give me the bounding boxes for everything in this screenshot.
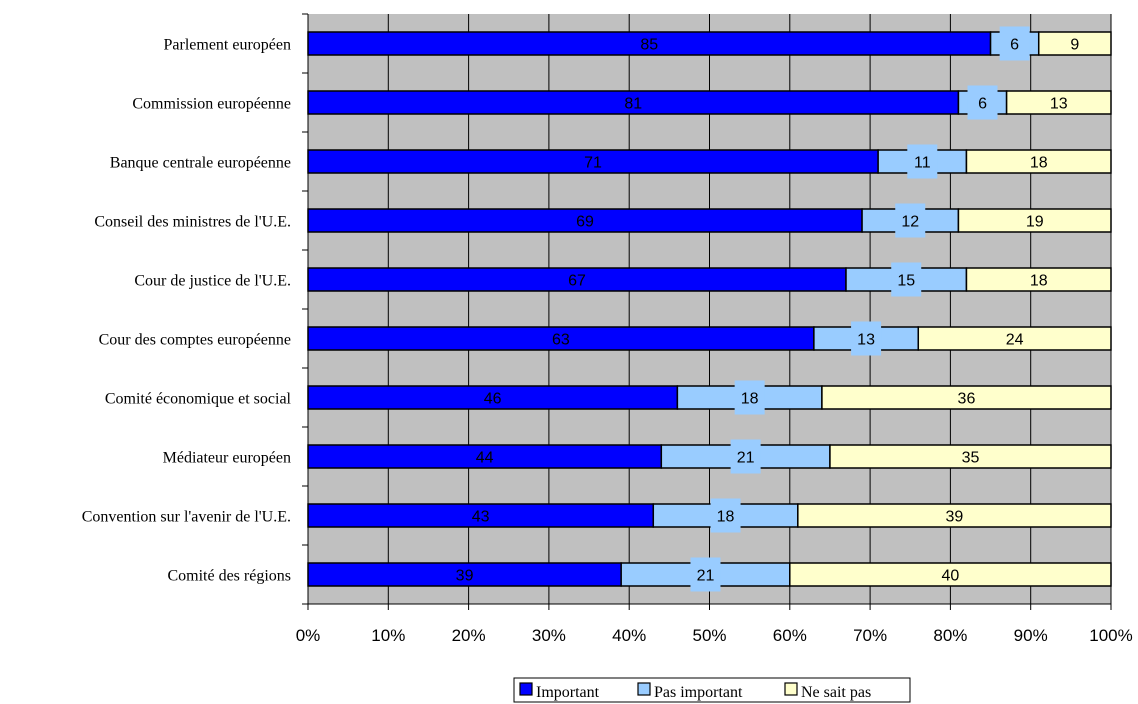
x-tick-label: 40% xyxy=(612,626,646,645)
data-label: 21 xyxy=(737,450,755,467)
data-label: 71 xyxy=(584,155,602,172)
axes xyxy=(302,13,1112,610)
data-label: 85 xyxy=(640,37,658,54)
data-label-box xyxy=(895,203,926,238)
category-label: Médiateur européen xyxy=(163,450,291,467)
data-label: 67 xyxy=(568,273,586,290)
data-label: 69 xyxy=(576,214,594,231)
data-label: 40 xyxy=(942,568,960,585)
data-label: 44 xyxy=(476,450,494,467)
data-label: 18 xyxy=(717,509,735,526)
data-label: 18 xyxy=(1030,155,1048,172)
data-label: 11 xyxy=(914,155,931,172)
legend-label: Important xyxy=(536,684,600,701)
category-label: Convention sur l'avenir de l'U.E. xyxy=(82,509,291,526)
legend-swatch xyxy=(637,682,651,696)
data-label: 12 xyxy=(901,214,919,231)
data-label-box xyxy=(710,498,741,533)
category-label: Comité des régions xyxy=(167,568,291,585)
bar xyxy=(829,444,1112,469)
data-label: 35 xyxy=(962,450,980,467)
legend: Important Pas important Ne sait pas xyxy=(513,677,911,703)
bar-series xyxy=(307,31,1112,587)
data-label: 24 xyxy=(1006,332,1024,349)
data-label: 81 xyxy=(624,96,642,113)
data-label-box xyxy=(999,26,1030,61)
data-label: 39 xyxy=(946,509,964,526)
bar xyxy=(1037,31,1112,56)
data-label: 6 xyxy=(978,96,987,113)
x-tick-label: 50% xyxy=(692,626,726,645)
category-label: Banque centrale européenne xyxy=(110,155,291,172)
legend-label: Ne sait pas xyxy=(801,684,871,701)
x-tick-label: 30% xyxy=(532,626,566,645)
x-tick-label: 60% xyxy=(773,626,807,645)
data-label: 36 xyxy=(958,391,976,408)
data-label: 18 xyxy=(1030,273,1048,290)
bar xyxy=(965,267,1112,292)
data-label: 46 xyxy=(484,391,502,408)
data-label-box xyxy=(730,439,761,474)
category-label: Cour de justice de l'U.E. xyxy=(134,273,291,290)
legend-swatch xyxy=(519,682,533,696)
x-tick-label: 80% xyxy=(933,626,967,645)
data-label-box xyxy=(967,85,998,120)
x-tick-label: 0% xyxy=(296,626,321,645)
data-label: 19 xyxy=(1026,214,1044,231)
bar xyxy=(797,503,1112,528)
x-tick-label: 90% xyxy=(1014,626,1048,645)
category-label: Cour des comptes européenne xyxy=(99,332,291,349)
x-tick-label: 10% xyxy=(371,626,405,645)
category-label: Parlement européen xyxy=(164,37,292,54)
x-tick-label: 20% xyxy=(452,626,486,645)
data-label-box xyxy=(851,321,882,356)
data-label: 18 xyxy=(741,391,759,408)
bar xyxy=(957,208,1112,233)
bar xyxy=(1005,90,1112,115)
data-label-box xyxy=(690,557,721,592)
data-label: 21 xyxy=(697,568,715,585)
bar xyxy=(821,385,1112,410)
x-tick-label: 70% xyxy=(853,626,887,645)
x-tick-labels: 0% 10% 20% 30% 40% 50% 60% 70% 80% 90% 100% xyxy=(296,626,1133,645)
legend-box xyxy=(513,677,911,703)
bar xyxy=(965,149,1112,174)
category-label: Conseil des ministres de l'U.E. xyxy=(94,214,291,231)
data-label: 39 xyxy=(456,568,474,585)
x-tick-label: 100% xyxy=(1089,626,1132,645)
legend-label: Pas important xyxy=(654,684,743,701)
data-label-box xyxy=(891,262,922,297)
bar xyxy=(789,562,1112,587)
data-label: 15 xyxy=(897,273,915,290)
bar xyxy=(917,326,1112,351)
data-label: 13 xyxy=(857,332,875,349)
data-label: 6 xyxy=(1010,37,1019,54)
category-labels: Parlement européen Commission européenne B… xyxy=(82,37,292,585)
data-label: 9 xyxy=(1070,37,1079,54)
category-label: Comité économique et social xyxy=(105,391,292,408)
data-label: 63 xyxy=(552,332,570,349)
data-label-box xyxy=(734,380,765,415)
category-label: Commission européenne xyxy=(132,96,291,113)
data-label-box xyxy=(907,144,938,179)
legend-swatch xyxy=(784,682,798,696)
data-label: 13 xyxy=(1050,96,1068,113)
data-label: 43 xyxy=(472,509,490,526)
